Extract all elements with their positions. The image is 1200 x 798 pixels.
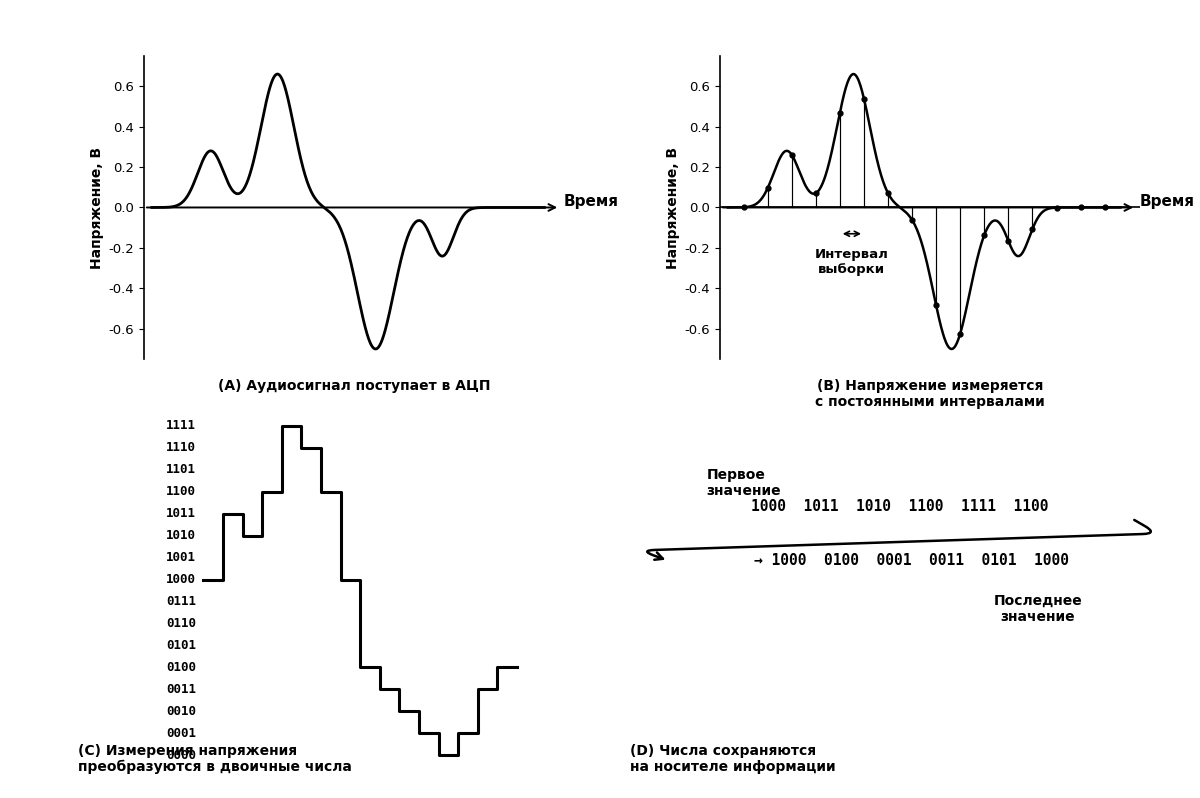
Text: 0010: 0010 — [166, 705, 196, 717]
Text: Первое
значение: Первое значение — [707, 468, 781, 498]
Y-axis label: Напряжение, В: Напряжение, В — [90, 146, 104, 269]
Text: 1100: 1100 — [166, 485, 196, 498]
Text: Время: Время — [564, 194, 619, 209]
Text: (D) Числа сохраняются
на носителе информации: (D) Числа сохраняются на носителе информ… — [630, 744, 835, 774]
Text: (B) Напряжение измеряется
с постоянными интервалами: (B) Напряжение измеряется с постоянными … — [815, 379, 1045, 409]
Text: Интервал
выборки: Интервал выборки — [815, 248, 889, 276]
Text: 1101: 1101 — [166, 464, 196, 476]
Text: (C) Измерения напряжения
преобразуются в двоичные числа: (C) Измерения напряжения преобразуются в… — [78, 744, 352, 774]
Text: 0100: 0100 — [166, 661, 196, 674]
Y-axis label: Напряжение, В: Напряжение, В — [666, 146, 680, 269]
Text: 0011: 0011 — [166, 683, 196, 696]
Text: 0101: 0101 — [166, 639, 196, 652]
Text: 1110: 1110 — [166, 441, 196, 454]
Text: 1001: 1001 — [166, 551, 196, 564]
Text: (A) Аудиосигнал поступает в АЦП: (A) Аудиосигнал поступает в АЦП — [217, 379, 491, 393]
Text: 0001: 0001 — [166, 727, 196, 740]
Text: 1000  1011  1010  1100  1111  1100: 1000 1011 1010 1100 1111 1100 — [751, 499, 1049, 514]
Text: Последнее
значение: Последнее значение — [994, 594, 1082, 624]
Text: 1111: 1111 — [166, 420, 196, 433]
Text: 1010: 1010 — [166, 529, 196, 542]
Text: 1000: 1000 — [166, 573, 196, 586]
Text: 1011: 1011 — [166, 508, 196, 520]
Text: → 1000  0100  0001  0011  0101  1000: → 1000 0100 0001 0011 0101 1000 — [754, 553, 1068, 568]
Text: 0110: 0110 — [166, 617, 196, 630]
Text: Время: Время — [1140, 194, 1195, 209]
Text: 0111: 0111 — [166, 595, 196, 608]
Text: 0000: 0000 — [166, 749, 196, 761]
